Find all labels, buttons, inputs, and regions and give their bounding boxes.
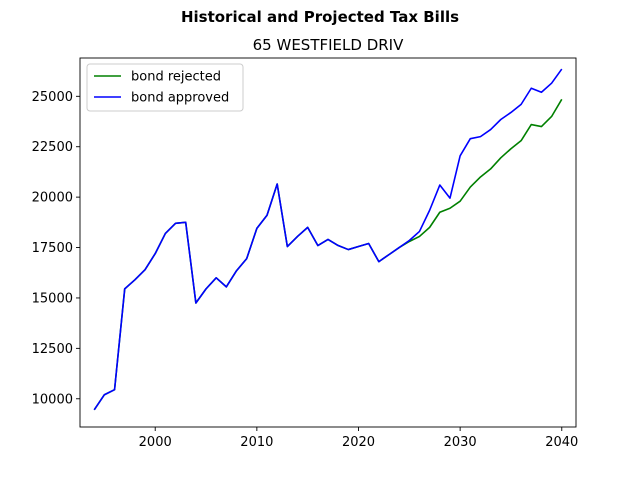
y-tick-label: 17500 [32,241,73,256]
x-tick-label: 2020 [342,435,375,450]
x-tick-label: 2040 [545,435,578,450]
y-tick-label: 20000 [32,191,73,206]
legend-box [86,63,244,112]
y-tick-label: 10000 [32,392,73,407]
x-tick-label: 2000 [139,435,172,450]
y-tick-label: 12500 [32,342,73,357]
series-line-bond-approved [93,68,563,411]
y-tick-label: 22500 [32,140,73,155]
legend-label: bond rejected [131,70,221,85]
chart-subtitle: 65 WESTFIELD DRIV [253,36,404,54]
plot-area: 2000 2010 2020 2030 2040 10000 12500 15000 17500… [32,57,578,450]
legend-label: bond approved [131,91,229,106]
x-tick-label: 2030 [444,435,477,450]
y-tick-label: 15000 [32,291,73,306]
y-tick-label: 25000 [32,90,73,105]
x-tick-label: 2010 [240,435,273,450]
chart-title: Historical and Projected Tax Bills [181,8,459,26]
axes-frame [79,57,577,428]
